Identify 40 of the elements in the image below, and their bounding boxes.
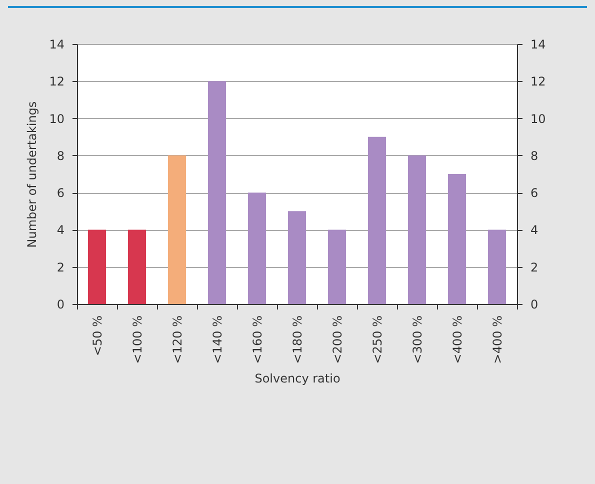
x-tick-label: >400 % xyxy=(490,316,504,364)
y-tick-label: 10 xyxy=(49,112,64,126)
y-axis-title: Number of undertakings xyxy=(25,101,40,248)
x-tick-label: <400 % xyxy=(450,316,464,364)
bar xyxy=(288,211,306,304)
y2-tick-label: 4 xyxy=(530,223,538,238)
x-tick-label: <120 % xyxy=(170,316,184,364)
y2-tick-label: 2 xyxy=(530,260,538,274)
y2-tick-label: 12 xyxy=(530,74,546,89)
y2-tick-label: 6 xyxy=(530,186,538,200)
x-tick-label: <180 % xyxy=(290,316,304,364)
bar xyxy=(488,230,506,304)
x-axis-title: Solvency ratio xyxy=(254,372,340,386)
y-tick-label: 6 xyxy=(56,186,64,200)
y-tick-label: 8 xyxy=(56,148,64,163)
x-tick-label: <50 % xyxy=(90,316,104,356)
bar xyxy=(128,230,146,304)
bar xyxy=(328,230,346,304)
bar xyxy=(368,136,386,304)
x-tick-label: <300 % xyxy=(410,316,424,364)
y2-tick-label: 10 xyxy=(530,112,546,126)
bar xyxy=(408,155,426,304)
y-tick-label: 2 xyxy=(56,260,64,274)
bar xyxy=(88,230,106,304)
x-tick-label: <140 % xyxy=(210,316,224,364)
bar xyxy=(168,155,186,304)
y-tick-label: 4 xyxy=(56,223,64,238)
x-tick-label: <200 % xyxy=(330,316,344,364)
y-tick-label: 14 xyxy=(49,38,64,52)
y2-tick-label: 14 xyxy=(530,38,546,52)
bar xyxy=(208,81,226,304)
bar xyxy=(448,174,466,304)
x-tick-label: <160 % xyxy=(250,316,264,364)
y-tick-label: 12 xyxy=(49,74,64,89)
y2-tick-label: 0 xyxy=(530,298,538,312)
y2-tick-label: 8 xyxy=(530,148,538,163)
x-tick-label: <250 % xyxy=(370,316,384,364)
y-tick-label: 0 xyxy=(56,298,64,312)
bar xyxy=(248,192,266,304)
x-tick-label: <100 % xyxy=(130,316,144,364)
